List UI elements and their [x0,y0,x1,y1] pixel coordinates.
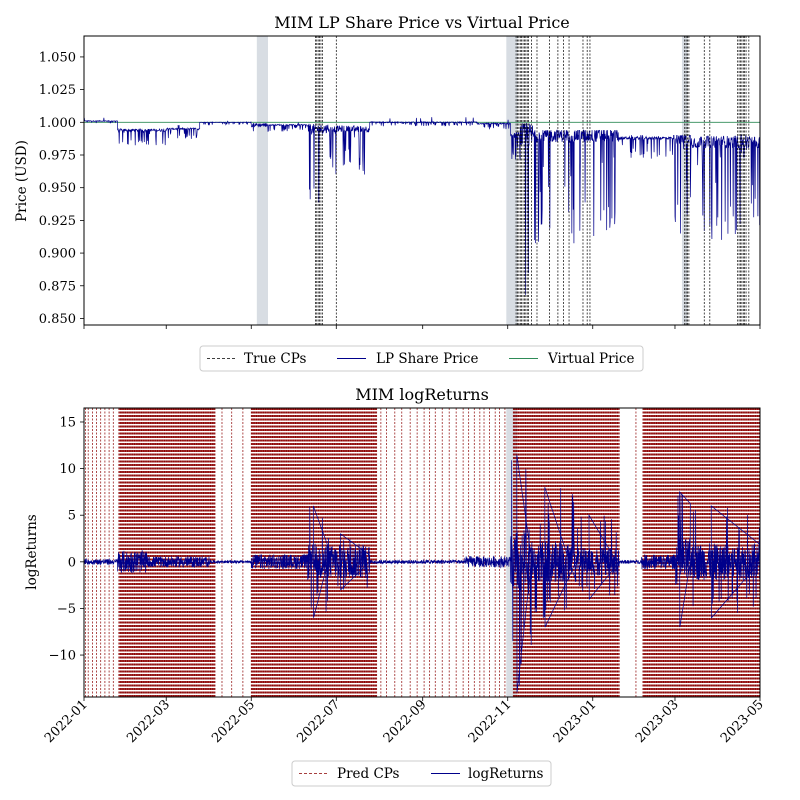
price-series-layer [84,117,760,295]
price-y-ticks: 0.850 0.875 0.900 0.925 0.950 0.975 1.000 1.025… [39,50,84,327]
lp-share-price-line [84,117,760,295]
highlight-region [256,36,268,325]
price-plot-frame [83,35,761,326]
logreturns-series-layer [84,454,760,693]
y-tick-label: 1.050 [39,50,76,65]
y-tick-label: 5 [68,509,76,524]
logreturns-line [84,454,760,693]
y-tick-label: 0.925 [39,214,76,229]
y-tick-label: −5 [57,602,76,617]
y-tick-label: 1.025 [39,83,76,98]
legend-label-virtual-price: Virtual Price [547,351,634,367]
y-tick-label: 10 [59,462,76,477]
logreturns-legend: Pred CPs logReturns [291,760,552,787]
y-tick-label: 1.000 [39,116,76,131]
legend-label-pred-cps: Pred CPs [337,766,400,782]
price-chart-title: MIM LP Share Price vs Virtual Price [274,13,570,32]
logreturns-legend-box [291,760,552,787]
y-tick-label: 0.950 [39,181,76,196]
legend-label-lp-share-price: LP Share Price [376,351,478,367]
logreturns-chart-title: MIM logReturns [355,385,489,404]
y-tick-label: 15 [59,415,76,430]
price-legend-box [199,345,644,372]
price-x-ticks [83,325,761,329]
price-panel: MIM LP Share Price vs Virtual Price Pric… [14,13,761,329]
price-y-axis-label: Price (USD) [14,140,30,222]
price-legend: True CPs LP Share Price Virtual Price [199,345,644,372]
logreturns-y-axis-label: logReturns [24,514,40,590]
y-tick-label: 0.900 [39,247,76,262]
y-tick-label: 0.875 [39,279,76,294]
y-tick-label: −10 [49,649,76,664]
y-tick-label: 0.975 [39,149,76,164]
y-tick-label: 0.850 [39,312,76,327]
true-cps-layer [315,36,750,325]
y-tick-label: 0 [68,555,76,570]
logreturns-plot-frame [83,407,761,698]
legend-label-logreturns: logReturns [468,766,544,782]
logreturns-y-ticks: −10 −5 0 5 10 15 [49,415,84,664]
legend-label-true-cps: True CPs [244,351,306,367]
highlight-region [506,36,518,325]
